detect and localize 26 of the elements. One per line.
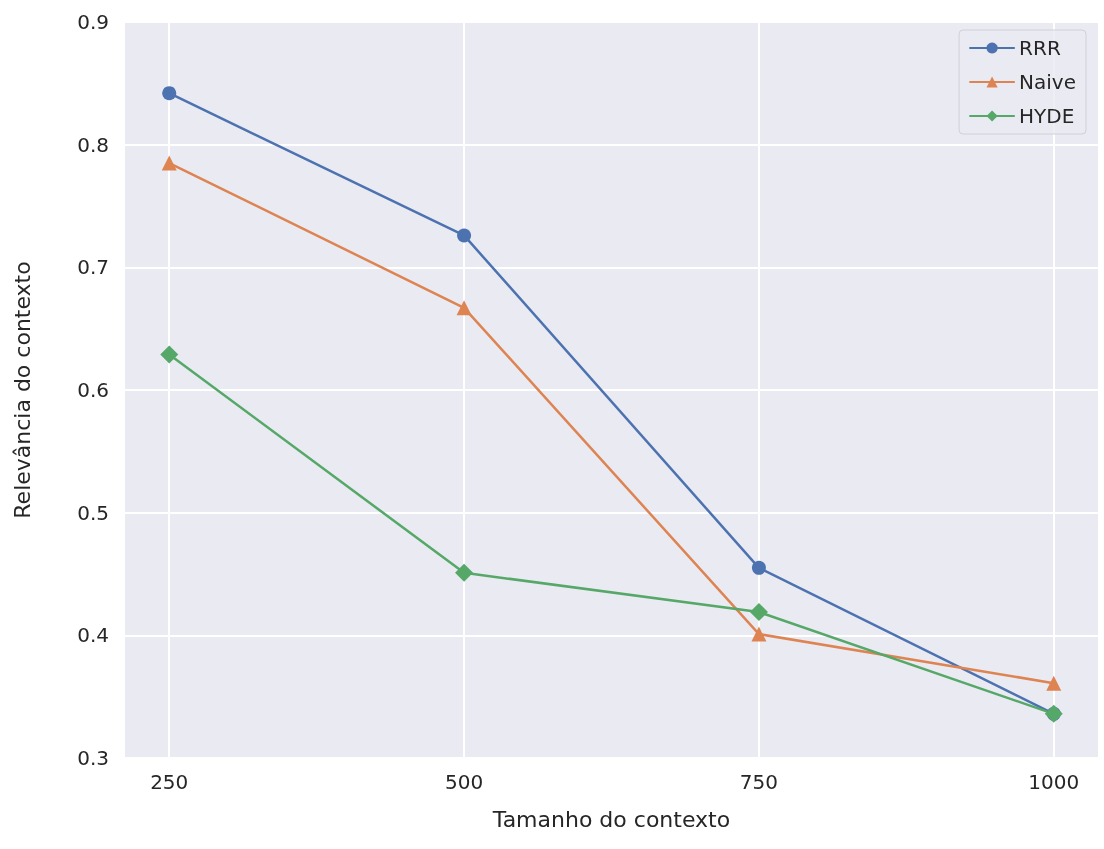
y-tick-label: 0.4 — [77, 623, 109, 648]
x-axis-title: Tamanho do contexto — [491, 806, 731, 832]
x-tick-label: 1000 — [1028, 770, 1080, 794]
point — [1046, 675, 1062, 691]
y-axis-title: Relevância do contexto — [9, 261, 35, 519]
y-tick-label: 0.7 — [77, 255, 109, 280]
x-tick-label: 500 — [444, 770, 484, 794]
x-tick-label: 250 — [150, 770, 189, 794]
y-tick-label: 0.8 — [77, 132, 109, 157]
y-tick-label: 0.6 — [77, 378, 109, 402]
y-tick-label: 0.5 — [77, 500, 109, 525]
legend-label: RRR — [1019, 36, 1061, 60]
point — [162, 86, 177, 101]
legend-label: Naive — [1019, 70, 1077, 94]
point — [456, 300, 472, 316]
point — [161, 155, 177, 171]
point — [160, 345, 179, 364]
point — [751, 626, 767, 642]
point — [749, 603, 768, 622]
point — [457, 228, 472, 243]
y-tick-label: 0.3 — [77, 746, 109, 770]
point — [751, 560, 766, 575]
legend-label: HYDE — [1019, 104, 1075, 128]
x-tick-label: 750 — [739, 770, 779, 794]
y-tick-label: 0.9 — [77, 10, 109, 34]
point — [455, 563, 474, 582]
